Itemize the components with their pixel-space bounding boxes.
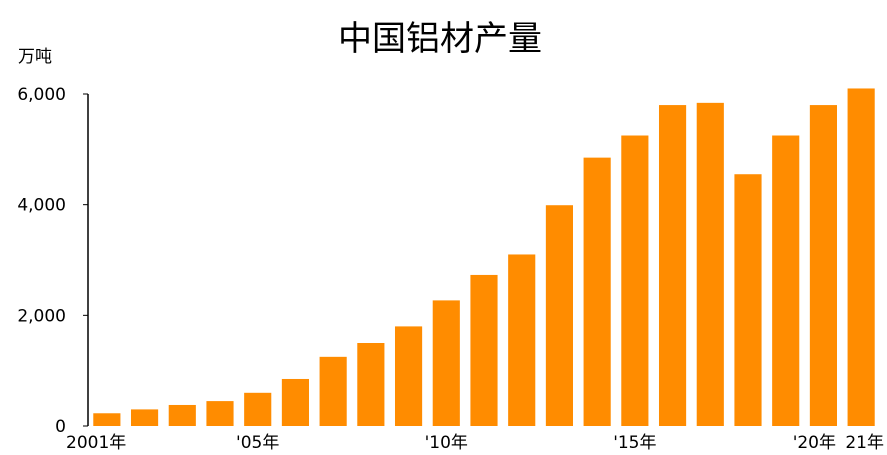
x-tick-label: '05年: [236, 433, 279, 453]
y-tick-label: 2,000: [17, 306, 66, 326]
bar-2006: [281, 378, 309, 426]
bar-2014: [583, 157, 611, 426]
y-tick-label: 6,000: [17, 85, 66, 105]
bar-2017: [696, 102, 724, 426]
bar-2008: [357, 343, 385, 426]
bar-2012: [508, 254, 536, 426]
bar-2015: [621, 135, 649, 426]
bar-2007: [319, 356, 347, 426]
bar-2003: [168, 404, 196, 426]
y-axis-unit-label: 万吨: [18, 47, 52, 67]
x-tick-label: '15年: [613, 433, 656, 453]
chart-title: 中国铝材产量: [338, 19, 542, 59]
bar-2001: [93, 413, 121, 426]
x-tick-label: '10年: [425, 433, 468, 453]
y-tick-label: 0: [55, 417, 66, 437]
bar-2020: [809, 105, 837, 426]
bar-2009: [394, 326, 423, 426]
x-tick-label: 21年: [845, 433, 884, 453]
bar-2010: [432, 300, 460, 426]
bar-2013: [545, 205, 573, 426]
x-tick-label: 2001年: [66, 433, 126, 453]
bar-2002: [130, 409, 159, 426]
bar-2021: [847, 88, 875, 426]
bar-2019: [772, 135, 800, 426]
bar-2011: [470, 274, 498, 426]
bar-2016: [658, 105, 687, 426]
y-tick-label: 4,000: [17, 196, 66, 216]
bar-2005: [244, 392, 272, 426]
bar-2004: [206, 401, 234, 426]
bar-2018: [734, 174, 762, 426]
x-tick-label: '20年: [793, 433, 836, 453]
